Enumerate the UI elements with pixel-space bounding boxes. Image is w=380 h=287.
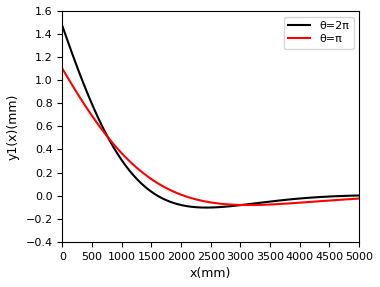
Line: θ=2π: θ=2π — [62, 26, 359, 208]
θ=π — [196, 198, 201, 202]
θ=π — [357, 197, 361, 200]
θ=2π — [348, 194, 353, 197]
θ=π — [246, 203, 250, 207]
θ=π — [294, 201, 298, 205]
θ=π — [348, 197, 353, 201]
θ=π — [75, 92, 80, 95]
θ=2π — [357, 194, 361, 197]
θ=2π — [196, 206, 201, 209]
θ=2π — [204, 206, 209, 209]
θ=2π — [204, 206, 209, 209]
θ=2π — [60, 24, 65, 28]
X-axis label: x(mm): x(mm) — [190, 267, 231, 280]
θ=2π — [75, 66, 80, 70]
Y-axis label: y1(x)(mm): y1(x)(mm) — [7, 93, 20, 160]
θ=2π — [348, 194, 353, 197]
θ=π — [60, 67, 65, 70]
Legend: θ=2π, θ=π: θ=2π, θ=π — [283, 16, 353, 49]
θ=2π — [294, 197, 298, 201]
θ=π — [348, 197, 353, 201]
θ=π — [204, 200, 209, 203]
Line: θ=π: θ=π — [62, 69, 359, 205]
